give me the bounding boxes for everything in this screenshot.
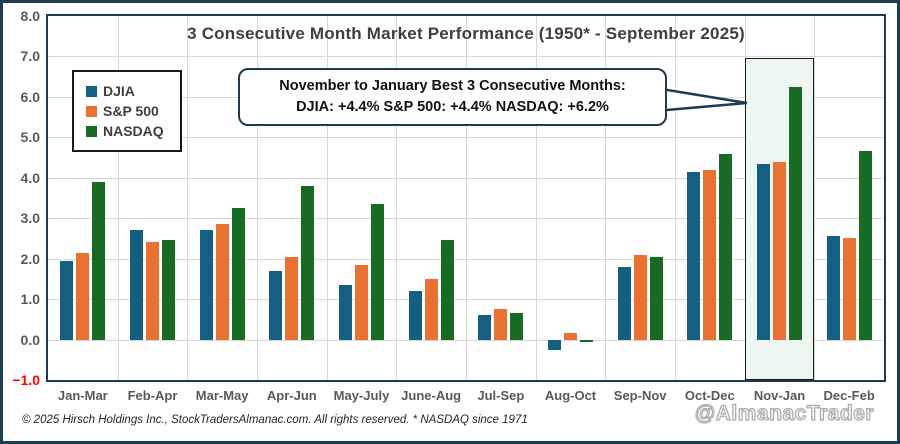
y-tick-label: 1.0 [20,291,40,308]
x-tick-label: Sep-Nov [613,388,667,403]
gridline-vertical [466,16,467,380]
x-tick-label: Oct-Dec [684,388,735,403]
gridline-vertical [814,16,816,380]
bar-nasdaq-oct-dec [719,153,733,340]
bar-sp500-mar-may [215,224,229,340]
y-tick-label: 7.0 [20,48,40,65]
y-tick-label: 8.0 [20,8,40,24]
callout-line1: November to January Best 3 Consecutive M… [279,78,626,94]
bar-djia-oct-dec [687,171,701,340]
x-tick-label: June-Aug [401,388,462,403]
bar-sp500-may-july [355,264,368,340]
y-tick-label: 3.0 [20,210,40,227]
gridline-vertical [257,16,258,380]
gridline-vertical [187,16,189,380]
x-tick-label: Aug-Oct [544,388,597,403]
plot-grid-and-bars [48,16,884,380]
callout-tail [655,86,748,113]
legend: DJIA S&P 500 NASDAQ [72,70,182,152]
bar-sp500-nov-jan [773,161,786,340]
gridline-vertical [675,16,676,380]
bar-djia-aug-oct [548,339,561,350]
legend-swatch-icon [86,125,97,137]
gridline-vertical [117,16,119,380]
x-tick-label: May-July [333,388,390,403]
bar-nasdaq-sep-nov [649,256,663,340]
legend-swatch-icon [86,85,97,97]
bar-nasdaq-jul-sep [510,313,524,340]
gridline-vertical [535,16,537,380]
bar-djia-feb-apr [130,230,143,340]
x-tick-label: Dec-Feb [823,388,875,403]
y-tick-label: 5.0 [20,129,40,146]
bar-nasdaq-nov-jan [789,86,802,340]
legend-label: DJIA [103,83,135,99]
bar-nasdaq-dec-feb [858,151,872,340]
x-tick-label: Feb-Apr [127,388,178,403]
bar-nasdaq-may-july [371,204,384,340]
bar-sp500-apr-jun [285,256,299,340]
legend-label: S&P 500 [103,103,159,119]
callout-line2: DJIA: +4.4% S&P 500: +4.4% NASDAQ: +6.2% [296,99,609,115]
bar-nasdaq-apr-jun [301,185,315,340]
gridline-vertical [605,16,607,380]
legend-swatch-icon [86,105,97,117]
bar-nasdaq-jan-mar [92,181,106,340]
y-tick-label: 2.0 [20,250,40,267]
legend-item: S&P 500 [86,103,164,119]
bar-djia-apr-jun [269,270,283,340]
watermark-text: @AlmanacTrader [694,401,874,425]
gridline-vertical [326,16,328,380]
bar-sp500-dec-feb [842,238,856,340]
gridline-vertical [396,16,398,380]
bar-sp500-aug-oct [564,333,577,340]
legend-item: DJIA [86,83,164,99]
legend-item: NASDAQ [86,123,164,139]
bar-sp500-june-aug [424,278,438,340]
bar-djia-mar-may [199,230,213,340]
copyright-text: © 2025 Hirsch Holdings Inc., StockTrader… [22,414,528,426]
annotation-callout: November to January Best 3 Consecutive M… [238,68,667,126]
y-tick-label: 6.0 [20,88,40,105]
x-tick-label: Nov-Jan [753,388,806,403]
bar-djia-nov-jan [757,163,770,340]
legend-label: NASDAQ [103,123,164,139]
bar-djia-jan-mar [60,260,74,340]
bar-djia-june-aug [408,291,422,340]
bar-djia-may-july [339,284,352,340]
bar-nasdaq-june-aug [440,240,454,340]
y-tick-label: 4.0 [20,169,40,186]
x-tick-label: Apr-Jun [266,388,317,403]
bar-sp500-sep-nov [633,254,647,340]
y-tick-label: −1.0 [12,372,40,388]
bar-sp500-jul-sep [494,309,508,340]
bar-nasdaq-feb-apr [162,240,175,340]
bar-djia-dec-feb [826,236,840,340]
bar-djia-jul-sep [478,315,492,340]
chart-title: 3 Consecutive Month Market Performance (… [187,24,745,43]
bar-sp500-oct-dec [703,169,717,340]
x-tick-label: Mar-May [195,388,249,403]
bar-nasdaq-mar-may [231,208,245,340]
bar-sp500-feb-apr [146,242,159,340]
y-tick-label: 0.0 [20,331,40,348]
x-tick-label: Jan-Mar [57,388,108,403]
bar-djia-sep-nov [617,266,631,340]
bar-sp500-jan-mar [76,252,90,340]
x-tick-label: Jul-Sep [477,388,525,403]
bar-nasdaq-aug-oct [580,339,593,342]
